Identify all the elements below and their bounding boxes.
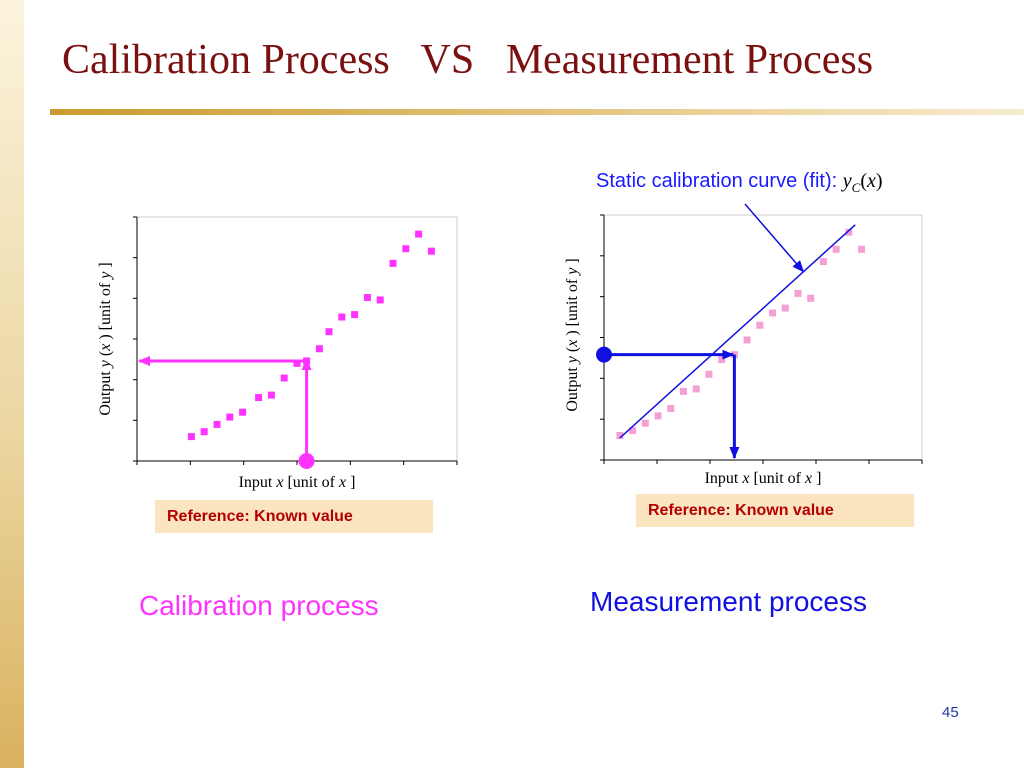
y-axis-label: Output y (x ) [unit of y ]	[564, 258, 581, 411]
y-axis-label: Output y (x ) [unit of y ]	[97, 262, 114, 415]
x-ticks	[136, 461, 458, 465]
reference-label: Reference: Known value	[167, 508, 353, 525]
data-point	[402, 245, 410, 253]
data-point	[616, 432, 624, 439]
fit-callout-arrow	[744, 203, 805, 273]
data-point	[654, 412, 662, 420]
calibration-fit-line	[619, 224, 856, 439]
measurement-chart: Input x [unit of x ] Output y (x ) [unit…	[564, 203, 923, 487]
data-point	[756, 321, 764, 329]
y-ticks	[133, 216, 137, 462]
data-point	[641, 419, 649, 427]
plot-frame	[136, 216, 458, 462]
data-point	[226, 413, 234, 421]
data-point	[293, 359, 301, 367]
data-point	[692, 385, 700, 393]
x-axis-label: Input x [unit of x ]	[239, 474, 356, 491]
data-point	[389, 259, 397, 267]
data-point	[680, 387, 687, 395]
data-point	[427, 247, 435, 255]
data-point	[363, 294, 371, 302]
title-underline	[50, 109, 1024, 115]
fit-curve-label: Static calibration curve (fit): yC(x)	[596, 170, 883, 195]
data-point	[280, 374, 288, 382]
data-point	[415, 230, 423, 238]
data-point	[213, 420, 221, 428]
decorative-side-bar	[0, 0, 24, 768]
data-point	[629, 427, 637, 435]
reference-output-dot	[596, 346, 612, 363]
measurement-reference-box: Reference: Known value	[636, 494, 914, 527]
x-ticks	[603, 460, 923, 464]
calibration-caption: Calibration process	[139, 590, 379, 621]
data-point	[325, 328, 333, 336]
data-point	[667, 405, 675, 413]
data-point	[351, 311, 359, 319]
data-point	[858, 245, 866, 253]
data-point	[200, 428, 208, 436]
reference-label: Reference: Known value	[648, 502, 834, 519]
data-point	[718, 356, 726, 364]
plot-frame	[603, 214, 923, 461]
data-point	[807, 294, 815, 302]
measurement-caption: Measurement process	[590, 586, 868, 617]
page-number: 45	[942, 704, 959, 721]
data-point	[705, 370, 713, 378]
data-point	[743, 336, 751, 344]
data-point	[819, 258, 827, 266]
reference-input-dot	[298, 453, 315, 469]
data-point	[239, 408, 247, 416]
slide-title: Calibration Process VS Measurement Proce…	[62, 37, 874, 83]
data-point	[781, 304, 789, 312]
data-point	[338, 313, 346, 321]
data-point	[794, 289, 802, 297]
y-ticks	[600, 214, 604, 461]
data-point	[187, 433, 195, 441]
data-point	[832, 245, 840, 253]
data-point	[845, 228, 853, 236]
calibration-chart: Input x [unit of x ] Output y (x ) [unit…	[97, 216, 458, 491]
x-axis-label: Input x [unit of x ]	[705, 470, 822, 487]
data-point	[769, 309, 777, 317]
data-point	[376, 296, 384, 304]
data-point	[255, 394, 263, 402]
calibration-reference-box: Reference: Known value	[155, 500, 433, 533]
calibration-points	[187, 230, 435, 441]
data-point	[315, 345, 323, 353]
data-point	[267, 391, 275, 399]
